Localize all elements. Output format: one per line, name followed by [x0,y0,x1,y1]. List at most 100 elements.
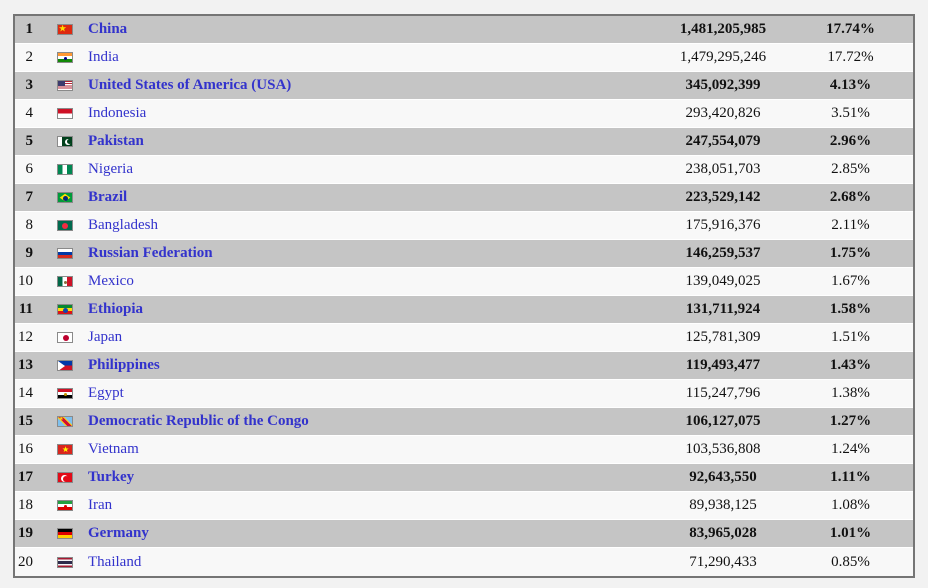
country-link[interactable]: Democratic Republic of the Congo [88,413,309,429]
rank-cell: 2 [15,44,33,72]
country-link[interactable]: Philippines [88,357,160,373]
table-row: 20 Thailand 71,290,433 0.85% [15,548,913,576]
flag-cell [33,72,83,100]
country-link[interactable]: Ethiopia [88,301,144,317]
ethiopia-flag-icon [57,304,73,316]
population-cell: 1,481,205,985 [658,16,788,44]
nigeria-flag-icon [57,164,73,176]
table-row: 19 Germany 83,965,028 1.01% [15,520,913,548]
rank-cell: 3 [15,72,33,100]
table-row: 15 Democratic Republic of the Congo 106,12… [15,408,913,436]
share-cell: 1.38% [788,380,913,408]
table-row: 12 Japan 125,781,309 1.51% [15,324,913,352]
population-cell: 175,916,376 [658,212,788,240]
flag-cell [33,324,83,352]
country-cell: Vietnam [83,436,658,464]
rank-cell: 19 [15,520,33,548]
country-cell: Ethiopia [83,296,658,324]
share-cell: 1.24% [788,436,913,464]
flag-cell [33,492,83,520]
country-cell: Bangladesh [83,212,658,240]
population-cell: 103,536,808 [658,436,788,464]
thailand-flag-icon [57,556,73,568]
country-link[interactable]: Pakistan [88,133,144,149]
population-cell: 139,049,025 [658,268,788,296]
country-cell: Indonesia [83,100,658,128]
share-cell: 1.51% [788,324,913,352]
flag-cell [33,408,83,436]
population-cell: 345,092,399 [658,72,788,100]
flag-cell [33,212,83,240]
rank-cell: 9 [15,240,33,268]
rank-cell: 1 [15,16,33,44]
flag-cell [33,520,83,548]
flag-cell [33,156,83,184]
share-cell: 2.96% [788,128,913,156]
dr-congo-flag-icon [57,416,73,428]
share-cell: 0.85% [788,548,913,576]
bangladesh-flag-icon [57,220,73,232]
country-link[interactable]: India [88,49,119,65]
population-cell: 247,554,079 [658,128,788,156]
country-cell: Japan [83,324,658,352]
rank-cell: 20 [15,548,33,576]
country-link[interactable]: Brazil [88,189,128,205]
population-cell: 238,051,703 [658,156,788,184]
share-cell: 2.85% [788,156,913,184]
country-link[interactable]: Iran [88,497,113,513]
country-link[interactable]: Egypt [88,385,124,401]
country-link[interactable]: Bangladesh [88,217,158,233]
country-cell: India [83,44,658,72]
rank-cell: 18 [15,492,33,520]
table-row: 8 Bangladesh 175,916,376 2.11% [15,212,913,240]
japan-flag-icon [57,332,73,344]
rank-cell: 6 [15,156,33,184]
table-row: 2 India 1,479,295,246 17.72% [15,44,913,72]
flag-cell [33,268,83,296]
country-link[interactable]: Nigeria [88,161,133,177]
country-link[interactable]: Thailand [88,553,142,570]
iran-flag-icon [57,500,73,512]
flag-cell [33,184,83,212]
rank-cell: 13 [15,352,33,380]
country-cell: Thailand [83,548,658,576]
country-link[interactable]: United States of America (USA) [88,77,292,93]
share-cell: 1.11% [788,464,913,492]
country-link[interactable]: China [88,21,128,37]
germany-flag-icon [57,528,73,540]
share-cell: 1.27% [788,408,913,436]
share-cell: 17.74% [788,16,913,44]
share-cell: 2.68% [788,184,913,212]
country-link[interactable]: Turkey [88,469,135,485]
country-link[interactable]: Japan [88,329,123,345]
population-cell: 131,711,924 [658,296,788,324]
flag-cell [33,128,83,156]
country-link[interactable]: Indonesia [88,105,147,121]
country-cell: Brazil [83,184,658,212]
table-row: 6 Nigeria 238,051,703 2.85% [15,156,913,184]
country-link[interactable]: Vietnam [88,441,139,457]
population-cell: 125,781,309 [658,324,788,352]
turkey-flag-icon [57,472,73,484]
country-cell: China [83,16,658,44]
country-link[interactable]: Germany [88,525,149,541]
population-cell: 1,479,295,246 [658,44,788,72]
share-cell: 17.72% [788,44,913,72]
population-cell: 92,643,550 [658,464,788,492]
country-link[interactable]: Russian Federation [88,245,213,261]
china-flag-icon [57,24,73,36]
country-cell: Pakistan [83,128,658,156]
population-cell: 119,493,477 [658,352,788,380]
rank-cell: 8 [15,212,33,240]
country-cell: Russian Federation [83,240,658,268]
flag-cell [33,436,83,464]
country-cell: United States of America (USA) [83,72,658,100]
rank-cell: 4 [15,100,33,128]
rank-cell: 15 [15,408,33,436]
country-link[interactable]: Mexico [88,273,134,289]
india-flag-icon [57,52,73,64]
rank-cell: 14 [15,380,33,408]
